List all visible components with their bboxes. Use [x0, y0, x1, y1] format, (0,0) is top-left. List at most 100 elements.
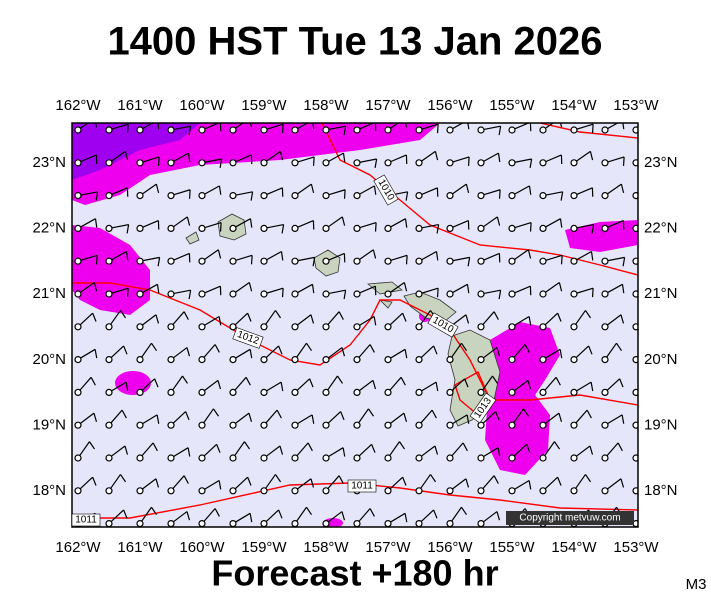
barb-station: [416, 324, 422, 330]
barb-station: [168, 488, 174, 494]
barb-station: [292, 193, 298, 199]
barb-station: [385, 521, 391, 527]
isobar-label-text: 1011: [75, 515, 97, 526]
barb-station: [509, 258, 515, 264]
barb-feather: [624, 157, 625, 166]
barb-station: [447, 225, 453, 231]
barb-station: [137, 422, 143, 428]
barb-station: [571, 455, 577, 461]
lat-label: 22°N: [644, 220, 678, 237]
barb-station: [602, 258, 608, 264]
barb-station: [447, 193, 453, 199]
lat-label: 21°N: [644, 285, 678, 302]
copyright: Copyright metvuw.com: [519, 513, 620, 524]
barb-station: [447, 521, 453, 527]
lon-label: 154°W: [551, 539, 597, 556]
barb-station: [509, 291, 515, 297]
barb-station: [478, 160, 484, 166]
lat-label: 21°N: [32, 285, 66, 302]
barb-staff: [638, 512, 652, 522]
barb-station: [354, 521, 360, 527]
barb-station: [199, 160, 205, 166]
barb-station: [447, 160, 453, 166]
barb-station: [571, 291, 577, 297]
barb-feather: [283, 124, 284, 133]
barb-station: [478, 422, 484, 428]
barb-feather: [469, 157, 470, 166]
barb-station: [602, 357, 608, 363]
barb-station: [168, 193, 174, 199]
barb-station: [75, 455, 81, 461]
barb-station: [540, 488, 546, 494]
barb-station: [230, 324, 236, 330]
barb-station: [261, 127, 267, 133]
barb-station: [540, 193, 546, 199]
barb-station: [106, 488, 112, 494]
barb-feather: [345, 190, 346, 199]
barb-station: [385, 291, 391, 297]
barb-station: [323, 291, 329, 297]
barb-station: [416, 258, 422, 264]
barb-station: [540, 225, 546, 231]
barb-station: [292, 225, 298, 231]
barb-feather: [652, 512, 655, 521]
barb-station: [199, 455, 205, 461]
lon-label: 158°W: [303, 97, 349, 114]
barb-station: [416, 521, 422, 527]
barb-feather: [314, 157, 315, 166]
barb-station: [75, 193, 81, 199]
barb-station: [106, 127, 112, 133]
barb-station: [416, 291, 422, 297]
barb-feather: [128, 124, 129, 133]
barb-station: [354, 324, 360, 330]
barb-station: [230, 455, 236, 461]
barb-station: [292, 357, 298, 363]
barb-station: [75, 291, 81, 297]
barb-station: [571, 422, 577, 428]
barb-station: [106, 521, 112, 527]
barb-station: [478, 225, 484, 231]
barb-station: [540, 160, 546, 166]
barb-station: [416, 357, 422, 363]
barb-station: [602, 225, 608, 231]
barb-station: [478, 291, 484, 297]
barb-station: [199, 389, 205, 395]
barb-feather: [376, 223, 377, 232]
barb-station: [602, 193, 608, 199]
lat-label: 18°N: [32, 482, 66, 499]
barb-station: [354, 225, 360, 231]
lat-label: 20°N: [32, 351, 66, 368]
barb-station: [230, 127, 236, 133]
barb-station: [416, 193, 422, 199]
barb-station: [199, 488, 205, 494]
barb-station: [230, 389, 236, 395]
barb-station: [354, 455, 360, 461]
barb-station: [106, 389, 112, 395]
barb-station: [447, 389, 453, 395]
barb-station: [571, 357, 577, 363]
barb-station: [447, 488, 453, 494]
barb-station: [602, 422, 608, 428]
barb-station: [106, 160, 112, 166]
barb-station: [137, 160, 143, 166]
barb-feather: [655, 190, 656, 199]
barb-station: [230, 357, 236, 363]
barb-station: [478, 521, 484, 527]
barb-station: [168, 291, 174, 297]
barb-station: [75, 225, 81, 231]
barb-station: [199, 357, 205, 363]
barb-station: [385, 488, 391, 494]
barb-station: [106, 258, 112, 264]
barb-station: [168, 455, 174, 461]
barb-station: [261, 258, 267, 264]
barb-station: [602, 324, 608, 330]
barb-station: [354, 291, 360, 297]
barb-station: [354, 389, 360, 395]
barb-station: [478, 258, 484, 264]
barb-station: [447, 127, 453, 133]
barb-station: [75, 160, 81, 166]
lon-label: 157°W: [365, 97, 411, 114]
lon-label: 160°W: [179, 97, 225, 114]
barb-station: [168, 389, 174, 395]
barb-station: [137, 389, 143, 395]
